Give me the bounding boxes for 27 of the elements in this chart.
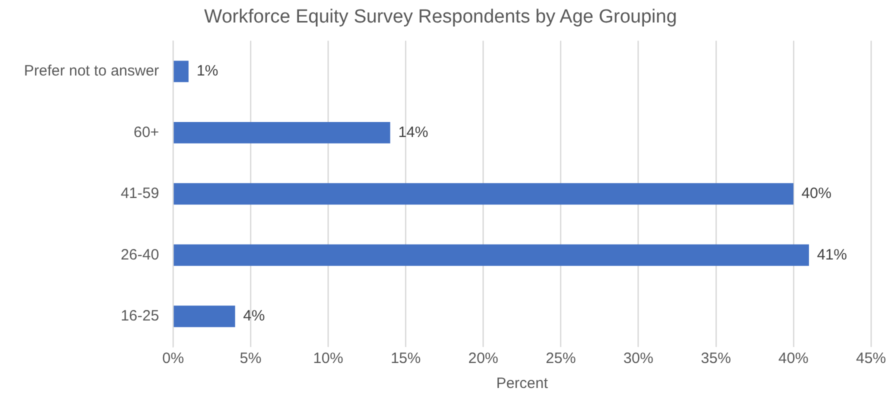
data-label: 14% bbox=[398, 124, 428, 141]
x-tick-label: 10% bbox=[313, 350, 344, 368]
y-tick-label: 16-25 bbox=[120, 308, 160, 325]
y-tick-label: 26-40 bbox=[120, 246, 160, 264]
chart-title: Workforce Equity Survey Respondents by Age Grouping bbox=[204, 6, 677, 28]
data-label: 40% bbox=[801, 185, 832, 202]
data-label: 1% bbox=[196, 62, 218, 80]
bar bbox=[174, 306, 236, 328]
x-tick-label: 45% bbox=[856, 350, 886, 368]
data-label: 41% bbox=[816, 246, 847, 264]
y-tick-label: 41-59 bbox=[120, 185, 160, 202]
y-tick-label: Prefer not to answer bbox=[24, 62, 160, 80]
x-tick-label: 15% bbox=[390, 350, 421, 368]
bar bbox=[174, 183, 794, 205]
x-tick-label: 30% bbox=[623, 350, 654, 368]
x-tick-label: 20% bbox=[468, 350, 498, 368]
x-tick-label: 40% bbox=[778, 350, 808, 368]
x-tick-label: 5% bbox=[240, 350, 262, 368]
data-label: 4% bbox=[243, 308, 265, 325]
x-tick-label: 25% bbox=[546, 350, 576, 368]
bar bbox=[174, 60, 189, 82]
x-tick-label: 0% bbox=[162, 350, 184, 368]
y-tick-label: 60+ bbox=[134, 124, 160, 141]
bar bbox=[174, 244, 809, 266]
x-axis-title: Percent bbox=[496, 375, 549, 392]
x-tick-label: 35% bbox=[700, 350, 731, 368]
bar bbox=[174, 122, 390, 144]
